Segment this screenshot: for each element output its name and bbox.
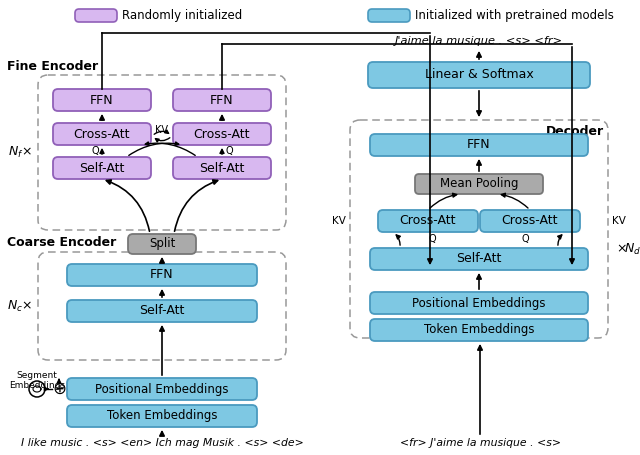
Text: Segment
Embeddings: Segment Embeddings <box>9 371 65 390</box>
Text: $N_f\!\times$: $N_f\!\times$ <box>8 144 32 160</box>
Text: FFN: FFN <box>90 93 114 106</box>
FancyBboxPatch shape <box>75 9 117 22</box>
Text: $\oplus$: $\oplus$ <box>52 380 66 398</box>
FancyBboxPatch shape <box>378 210 478 232</box>
Text: Q: Q <box>92 146 99 156</box>
Text: Split: Split <box>149 238 175 251</box>
Text: $N_c\!\times$: $N_c\!\times$ <box>7 298 33 313</box>
FancyBboxPatch shape <box>370 319 588 341</box>
Text: Cross-Att: Cross-Att <box>74 127 131 141</box>
Text: Positional Embeddings: Positional Embeddings <box>95 383 228 395</box>
FancyBboxPatch shape <box>370 292 588 314</box>
Text: Cross-Att: Cross-Att <box>194 127 250 141</box>
Text: Q: Q <box>225 146 232 156</box>
FancyBboxPatch shape <box>173 157 271 179</box>
Text: $\times\!N_d$: $\times\!N_d$ <box>616 242 640 257</box>
Text: Self-Att: Self-Att <box>456 253 502 266</box>
FancyBboxPatch shape <box>53 157 151 179</box>
Text: Self-Att: Self-Att <box>79 162 125 175</box>
Text: FFN: FFN <box>210 93 234 106</box>
Text: Randomly initialized: Randomly initialized <box>122 9 243 22</box>
Text: Token Embeddings: Token Embeddings <box>424 324 534 337</box>
FancyBboxPatch shape <box>415 174 543 194</box>
FancyBboxPatch shape <box>368 62 590 88</box>
FancyBboxPatch shape <box>128 234 196 254</box>
FancyBboxPatch shape <box>67 264 257 286</box>
FancyBboxPatch shape <box>370 134 588 156</box>
Text: Q: Q <box>428 234 436 244</box>
Text: KV: KV <box>332 216 346 226</box>
Text: Initialized with pretrained models: Initialized with pretrained models <box>415 9 614 22</box>
Text: FFN: FFN <box>467 138 491 152</box>
Text: Linear & Softmax: Linear & Softmax <box>424 69 533 81</box>
FancyBboxPatch shape <box>480 210 580 232</box>
FancyBboxPatch shape <box>53 123 151 145</box>
Text: Mean Pooling: Mean Pooling <box>440 177 518 191</box>
Text: KV: KV <box>612 216 626 226</box>
FancyBboxPatch shape <box>67 378 257 400</box>
FancyBboxPatch shape <box>53 89 151 111</box>
Text: Coarse Encoder: Coarse Encoder <box>7 237 116 249</box>
Text: FFN: FFN <box>150 268 174 282</box>
Text: Self-Att: Self-Att <box>140 304 185 318</box>
Text: Token Embeddings: Token Embeddings <box>107 410 217 423</box>
Text: Decoder: Decoder <box>546 125 604 138</box>
Text: J'aime la musique . <s> <fr>: J'aime la musique . <s> <fr> <box>395 36 563 46</box>
Text: KV: KV <box>156 125 168 135</box>
FancyBboxPatch shape <box>368 9 410 22</box>
Text: Cross-Att: Cross-Att <box>400 214 456 228</box>
FancyBboxPatch shape <box>67 405 257 427</box>
FancyBboxPatch shape <box>370 248 588 270</box>
FancyBboxPatch shape <box>173 123 271 145</box>
FancyBboxPatch shape <box>67 300 257 322</box>
Text: Self-Att: Self-Att <box>199 162 244 175</box>
Text: <fr> J'aime la musique . <s>: <fr> J'aime la musique . <s> <box>399 438 561 448</box>
Text: Q: Q <box>522 234 530 244</box>
Text: Fine Encoder: Fine Encoder <box>7 61 98 74</box>
Text: Positional Embeddings: Positional Embeddings <box>412 297 546 309</box>
Text: Cross-Att: Cross-Att <box>502 214 558 228</box>
Text: I like music . <s> <en> Ich mag Musik . <s> <de>: I like music . <s> <en> Ich mag Musik . … <box>20 438 303 448</box>
FancyBboxPatch shape <box>173 89 271 111</box>
